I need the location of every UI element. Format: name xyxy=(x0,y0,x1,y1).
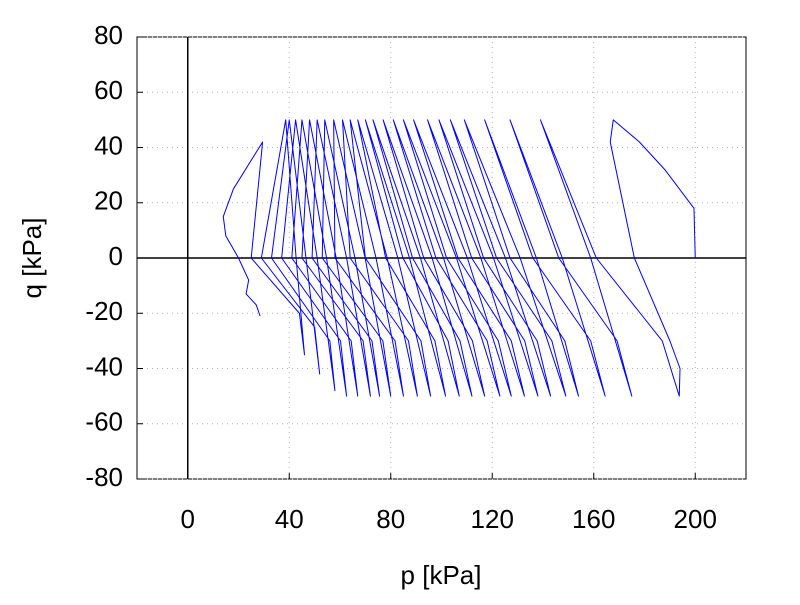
y-tick-label: 80 xyxy=(94,20,123,50)
x-tick-label: 200 xyxy=(674,504,717,534)
y-axis-label: q [kPa] xyxy=(17,218,47,299)
y-tick-label: 40 xyxy=(94,130,123,160)
x-axis-label: p [kPa] xyxy=(401,560,482,590)
y-tick-label: -60 xyxy=(85,407,123,437)
y-tick-label: 20 xyxy=(94,186,123,216)
x-tick-label: 40 xyxy=(275,504,304,534)
y-tick-label: -40 xyxy=(85,351,123,381)
x-tick-label: 80 xyxy=(376,504,405,534)
y-tick-label: -80 xyxy=(85,462,123,492)
x-tick-label: 0 xyxy=(181,504,195,534)
x-tick-label: 120 xyxy=(471,504,514,534)
x-tick-label: 160 xyxy=(572,504,615,534)
stress-path xyxy=(222,119,696,397)
y-tick-label: -20 xyxy=(85,296,123,326)
y-tick-label: 60 xyxy=(94,75,123,105)
y-tick-label: 0 xyxy=(109,241,123,271)
